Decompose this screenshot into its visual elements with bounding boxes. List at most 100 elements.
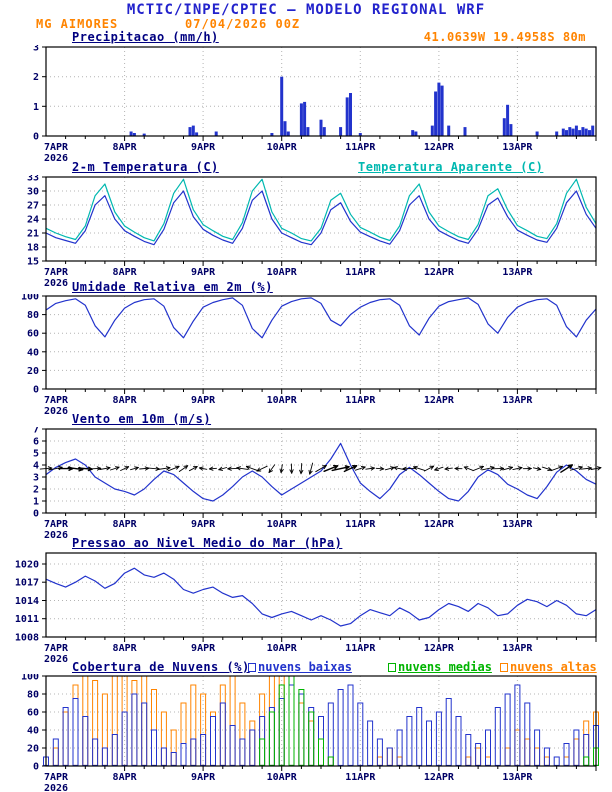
svg-text:7APR: 7APR <box>44 267 69 278</box>
svg-text:13APR: 13APR <box>502 142 533 153</box>
nuvens-baixas-label: nuvens baixas <box>258 660 352 674</box>
station-label: MG AIMORES <box>36 17 119 31</box>
svg-text:11APR: 11APR <box>345 267 376 278</box>
svg-text:8APR: 8APR <box>113 772 138 783</box>
svg-text:2026: 2026 <box>44 406 68 417</box>
legend-nuvens-baixas: nuvens baixas <box>248 660 352 674</box>
svg-text:7APR: 7APR <box>44 519 69 530</box>
svg-text:0: 0 <box>33 385 39 396</box>
svg-text:100: 100 <box>21 674 39 683</box>
svg-text:80: 80 <box>27 310 39 321</box>
apparent-temperature-label: Temperatura Aparente (C) <box>358 160 544 174</box>
svg-text:9APR: 9APR <box>191 267 216 278</box>
pressure-title-row: Pressao ao Nivel Medio do Mar (hPa) <box>0 536 612 551</box>
svg-text:11APR: 11APR <box>345 643 376 654</box>
svg-text:80: 80 <box>27 690 39 701</box>
nuvens-altas-swatch-icon <box>500 663 508 672</box>
svg-text:8APR: 8APR <box>113 267 138 278</box>
temp-title-row: 2-m Temperatura (C) Temperatura Aparente… <box>0 160 612 175</box>
svg-text:60: 60 <box>27 329 39 340</box>
svg-text:2026: 2026 <box>44 530 68 541</box>
wind-title-row: Vento em 10m (m/s) <box>0 412 612 427</box>
clouds-title-row: Cobertura de Nuvens (%) nuvens baixas nu… <box>0 660 612 675</box>
svg-text:1: 1 <box>33 102 39 113</box>
svg-text:11APR: 11APR <box>345 142 376 153</box>
nuvens-altas-label: nuvens altas <box>510 660 597 674</box>
svg-text:10APR: 10APR <box>267 772 298 783</box>
svg-text:10APR: 10APR <box>267 643 298 654</box>
clouds-title: Cobertura de Nuvens (%) <box>72 660 250 674</box>
svg-text:11APR: 11APR <box>345 772 376 783</box>
svg-text:10APR: 10APR <box>267 395 298 406</box>
svg-text:5: 5 <box>33 449 39 460</box>
svg-text:11APR: 11APR <box>345 519 376 530</box>
svg-text:24: 24 <box>27 215 39 226</box>
svg-text:2026: 2026 <box>44 654 68 665</box>
svg-text:13APR: 13APR <box>502 395 533 406</box>
svg-text:30: 30 <box>27 187 39 198</box>
svg-text:40: 40 <box>27 726 39 737</box>
svg-text:11APR: 11APR <box>345 395 376 406</box>
svg-text:9APR: 9APR <box>191 395 216 406</box>
svg-text:40: 40 <box>27 347 39 358</box>
svg-text:12APR: 12APR <box>424 395 455 406</box>
svg-text:12APR: 12APR <box>424 643 455 654</box>
svg-text:21: 21 <box>27 229 39 240</box>
svg-text:10APR: 10APR <box>267 142 298 153</box>
svg-text:60: 60 <box>27 708 39 719</box>
precip-title: Precipitacao (mm/h) <box>72 30 219 44</box>
run-datetime-label: 07/04/2026 00Z <box>185 17 301 31</box>
nuvens-medias-swatch-icon <box>388 663 396 672</box>
svg-text:12APR: 12APR <box>424 772 455 783</box>
location-label: 41.0639W 19.4958S 80m <box>423 30 586 44</box>
temperature-title: 2-m Temperatura (C) <box>72 160 219 174</box>
svg-text:100: 100 <box>21 294 39 303</box>
svg-text:2026: 2026 <box>44 153 68 164</box>
svg-text:27: 27 <box>27 201 39 212</box>
svg-text:2: 2 <box>33 72 39 83</box>
legend-nuvens-altas: nuvens altas <box>500 660 597 674</box>
svg-text:2026: 2026 <box>44 278 68 289</box>
svg-text:1: 1 <box>33 497 39 508</box>
legend-nuvens-medias: nuvens medias <box>388 660 492 674</box>
svg-text:2026: 2026 <box>44 783 68 792</box>
svg-text:13APR: 13APR <box>502 772 533 783</box>
svg-text:9APR: 9APR <box>191 772 216 783</box>
svg-text:20: 20 <box>27 744 39 755</box>
svg-text:13APR: 13APR <box>502 267 533 278</box>
precip-title-row: Precipitacao (mm/h) 41.0639W 19.4958S 80… <box>0 30 612 45</box>
nuvens-medias-label: nuvens medias <box>398 660 492 674</box>
humidity-title-row: Umidade Relativa em 2m (%) <box>0 280 612 295</box>
svg-text:20: 20 <box>27 366 39 377</box>
nuvens-baixas-swatch-icon <box>248 663 256 672</box>
svg-text:1008: 1008 <box>15 633 39 644</box>
svg-text:0: 0 <box>33 132 39 143</box>
svg-text:7APR: 7APR <box>44 643 69 654</box>
svg-text:0: 0 <box>33 509 39 520</box>
svg-text:3: 3 <box>33 45 39 54</box>
svg-text:12APR: 12APR <box>424 267 455 278</box>
svg-text:13APR: 13APR <box>502 519 533 530</box>
svg-text:9APR: 9APR <box>191 142 216 153</box>
svg-text:6: 6 <box>33 437 39 448</box>
svg-text:12APR: 12APR <box>424 142 455 153</box>
svg-text:7APR: 7APR <box>44 142 69 153</box>
svg-text:15: 15 <box>27 257 39 268</box>
svg-text:18: 18 <box>27 243 39 254</box>
svg-text:4: 4 <box>33 461 39 472</box>
svg-text:1020: 1020 <box>15 560 39 571</box>
page-title: MCTIC/INPE/CPTEC — MODELO REGIONAL WRF <box>126 2 486 18</box>
svg-text:10APR: 10APR <box>267 267 298 278</box>
svg-text:7APR: 7APR <box>44 772 69 783</box>
svg-text:13APR: 13APR <box>502 643 533 654</box>
header-row: MG AIMORES 07/04/2026 00Z <box>0 17 612 31</box>
svg-text:3: 3 <box>33 473 39 484</box>
svg-text:0: 0 <box>33 762 39 773</box>
